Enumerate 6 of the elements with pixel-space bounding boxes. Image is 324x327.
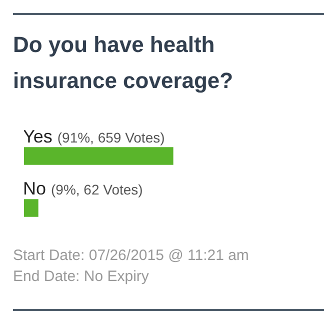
- data-label: (9%, 62 Votes): [51, 182, 143, 198]
- y-tick-label: No: [23, 178, 46, 198]
- text: End Date: No Expiry: [13, 267, 150, 287]
- chart-title: Do you have health insurance coverage?: [13, 31, 234, 95]
- text: Start Date: 07/26/2015 @ 11:21 am: [13, 246, 249, 266]
- data-label: (91%, 659 Votes): [57, 130, 165, 146]
